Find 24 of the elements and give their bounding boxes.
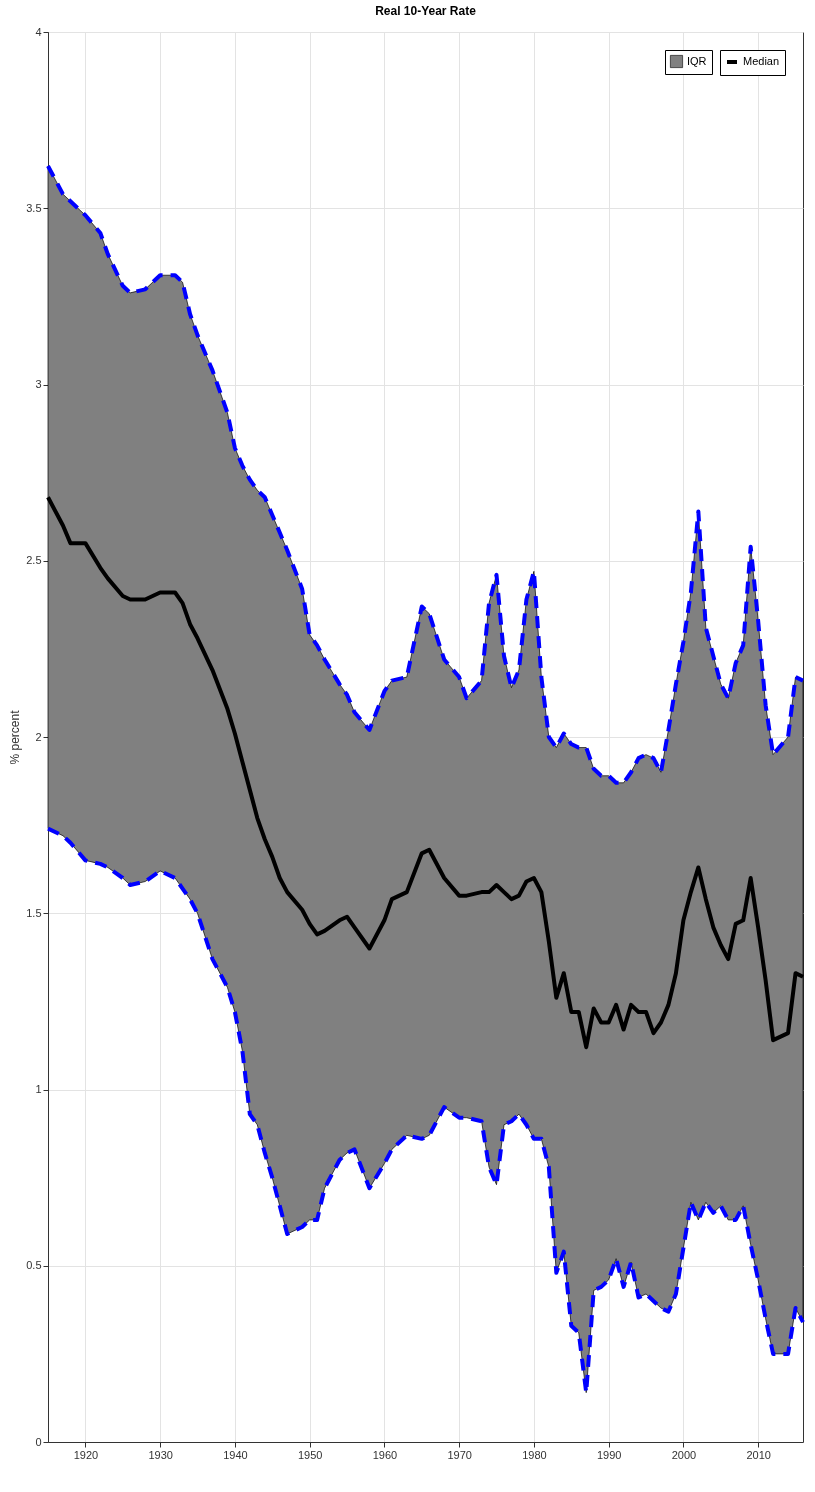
y-tick-label: 4 (35, 25, 42, 38)
y-tick-label: 3.5 (26, 201, 42, 214)
x-tick-label: 1960 (372, 1448, 398, 1461)
y-tick-label: 0 (35, 1435, 42, 1448)
x-tick-label: 2000 (671, 1448, 697, 1461)
x-tick-label: 1970 (447, 1448, 472, 1461)
x-tick-label: 1920 (73, 1448, 99, 1461)
y-tick-label: 2.5 (26, 554, 42, 567)
annotation: IQR (687, 54, 707, 67)
x-tick-label: 1980 (522, 1448, 547, 1461)
y-tick-label: 2 (35, 730, 42, 743)
x-tick-label: 1940 (223, 1448, 248, 1461)
y-tick-label: 1.5 (26, 906, 42, 919)
y-axis-title: % percent (8, 709, 23, 765)
y-tick-label: 1 (35, 1083, 42, 1095)
x-tick-label: 1990 (596, 1448, 622, 1461)
legend-label: Median (743, 55, 780, 67)
x-tick-label: 1950 (297, 1448, 323, 1461)
y-tick-label: 3 (35, 378, 42, 390)
line-series (46, 163, 805, 785)
x-tick-label: 1930 (148, 1448, 173, 1461)
x-tick-label: 2010 (746, 1448, 771, 1461)
y-tick-label: 0.5 (26, 1259, 42, 1272)
chart-title: Real 10-Year Rate (375, 4, 477, 18)
